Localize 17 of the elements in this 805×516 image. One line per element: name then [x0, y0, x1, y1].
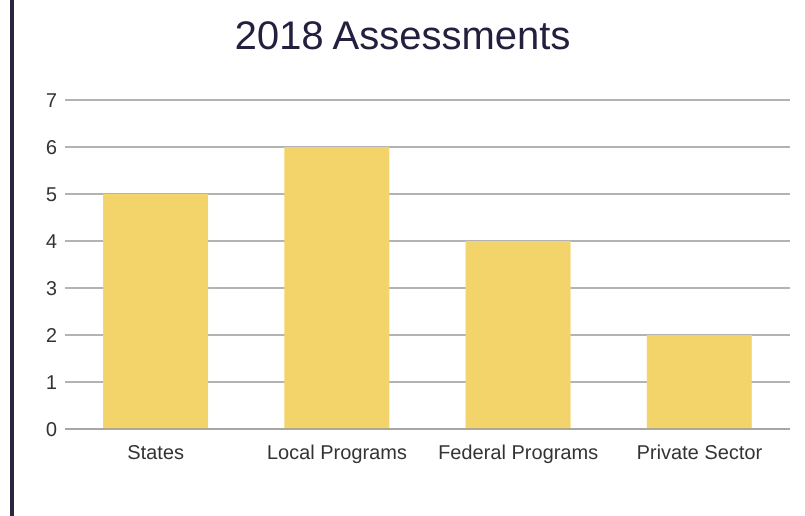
y-tick-label: 4	[46, 231, 57, 254]
bar	[646, 335, 752, 429]
y-tick-label: 3	[46, 278, 57, 300]
bar	[284, 147, 390, 429]
y-tick-label: 7	[46, 90, 57, 112]
chart-title: 2018 Assessments	[234, 14, 572, 59]
y-tick-label: 0	[46, 419, 57, 442]
bar	[103, 194, 208, 429]
y-tick-label: 1	[46, 372, 57, 394]
y-tick-label: 6	[46, 137, 57, 160]
y-tick-label: 5	[46, 184, 57, 206]
x-tick-label: Private Sector	[636, 442, 763, 464]
x-tick-label: Local Programs	[266, 442, 407, 464]
bar	[466, 241, 571, 429]
y-tick-label: 2	[46, 325, 57, 348]
x-tick-label: States	[127, 442, 184, 464]
x-tick-label: Federal Programs	[438, 442, 598, 464]
